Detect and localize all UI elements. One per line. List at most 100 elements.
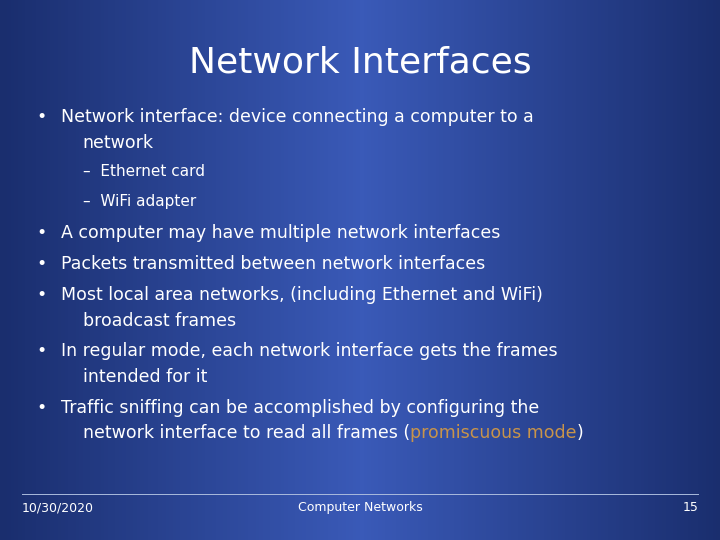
Bar bbox=[716, 0, 720, 540]
Bar bbox=[594, 0, 598, 540]
Bar bbox=[500, 0, 504, 540]
Bar bbox=[353, 0, 356, 540]
Bar bbox=[234, 0, 238, 540]
Bar bbox=[194, 0, 198, 540]
Text: network: network bbox=[83, 134, 154, 152]
Bar bbox=[472, 0, 475, 540]
Bar bbox=[457, 0, 461, 540]
Bar bbox=[54, 0, 58, 540]
Bar bbox=[209, 0, 212, 540]
Bar bbox=[292, 0, 295, 540]
Bar bbox=[58, 0, 61, 540]
Bar bbox=[320, 0, 324, 540]
Bar bbox=[630, 0, 634, 540]
Bar bbox=[158, 0, 162, 540]
Bar bbox=[310, 0, 313, 540]
Bar bbox=[446, 0, 450, 540]
Bar bbox=[547, 0, 551, 540]
Bar bbox=[403, 0, 407, 540]
Bar bbox=[256, 0, 259, 540]
Text: 15: 15 bbox=[683, 501, 698, 514]
Bar bbox=[11, 0, 14, 540]
Bar bbox=[230, 0, 234, 540]
Bar bbox=[173, 0, 176, 540]
Bar bbox=[367, 0, 371, 540]
Bar bbox=[108, 0, 112, 540]
Bar bbox=[619, 0, 623, 540]
Bar bbox=[184, 0, 187, 540]
Bar bbox=[248, 0, 252, 540]
Bar bbox=[425, 0, 428, 540]
Bar bbox=[180, 0, 184, 540]
Bar bbox=[475, 0, 479, 540]
Text: promiscuous mode: promiscuous mode bbox=[410, 424, 577, 442]
Bar bbox=[36, 0, 40, 540]
Bar bbox=[677, 0, 680, 540]
Bar bbox=[371, 0, 374, 540]
Text: •: • bbox=[36, 342, 46, 360]
Bar bbox=[281, 0, 284, 540]
Bar bbox=[306, 0, 310, 540]
Bar bbox=[104, 0, 108, 540]
Bar bbox=[83, 0, 86, 540]
Bar bbox=[47, 0, 50, 540]
Bar bbox=[414, 0, 418, 540]
Bar bbox=[418, 0, 421, 540]
Bar bbox=[605, 0, 608, 540]
Bar bbox=[479, 0, 482, 540]
Bar bbox=[572, 0, 576, 540]
Text: •: • bbox=[36, 255, 46, 273]
Bar bbox=[497, 0, 500, 540]
Bar bbox=[40, 0, 43, 540]
Bar bbox=[43, 0, 47, 540]
Bar bbox=[212, 0, 216, 540]
Bar bbox=[317, 0, 320, 540]
Bar bbox=[389, 0, 392, 540]
Text: Packets transmitted between network interfaces: Packets transmitted between network inte… bbox=[61, 255, 485, 273]
Bar bbox=[655, 0, 659, 540]
Bar bbox=[68, 0, 72, 540]
Bar bbox=[410, 0, 414, 540]
Bar bbox=[515, 0, 518, 540]
Bar bbox=[648, 0, 652, 540]
Bar bbox=[97, 0, 101, 540]
Bar bbox=[335, 0, 338, 540]
Bar bbox=[122, 0, 126, 540]
Bar bbox=[378, 0, 382, 540]
Text: ): ) bbox=[577, 424, 583, 442]
Text: 10/30/2020: 10/30/2020 bbox=[22, 501, 94, 514]
Bar bbox=[202, 0, 205, 540]
Bar bbox=[583, 0, 587, 540]
Bar bbox=[61, 0, 65, 540]
Bar bbox=[32, 0, 36, 540]
Bar bbox=[540, 0, 544, 540]
Bar bbox=[590, 0, 594, 540]
Bar bbox=[468, 0, 472, 540]
Bar bbox=[400, 0, 403, 540]
Bar bbox=[302, 0, 306, 540]
Bar bbox=[115, 0, 119, 540]
Bar bbox=[522, 0, 526, 540]
Bar bbox=[360, 0, 364, 540]
Bar bbox=[252, 0, 256, 540]
Bar bbox=[450, 0, 454, 540]
Bar bbox=[493, 0, 497, 540]
Bar bbox=[396, 0, 400, 540]
Text: Traffic sniffing can be accomplished by configuring the: Traffic sniffing can be accomplished by … bbox=[61, 399, 539, 416]
Text: Network interface: device connecting a computer to a: Network interface: device connecting a c… bbox=[61, 108, 534, 126]
Bar bbox=[263, 0, 266, 540]
Bar bbox=[277, 0, 281, 540]
Text: broadcast frames: broadcast frames bbox=[83, 312, 236, 330]
Bar bbox=[529, 0, 533, 540]
Bar bbox=[562, 0, 565, 540]
Bar bbox=[151, 0, 155, 540]
Bar bbox=[25, 0, 29, 540]
Bar bbox=[652, 0, 655, 540]
Bar bbox=[439, 0, 443, 540]
Bar bbox=[245, 0, 248, 540]
Bar bbox=[608, 0, 612, 540]
Bar bbox=[486, 0, 490, 540]
Bar bbox=[709, 0, 713, 540]
Bar bbox=[79, 0, 83, 540]
Bar bbox=[112, 0, 115, 540]
